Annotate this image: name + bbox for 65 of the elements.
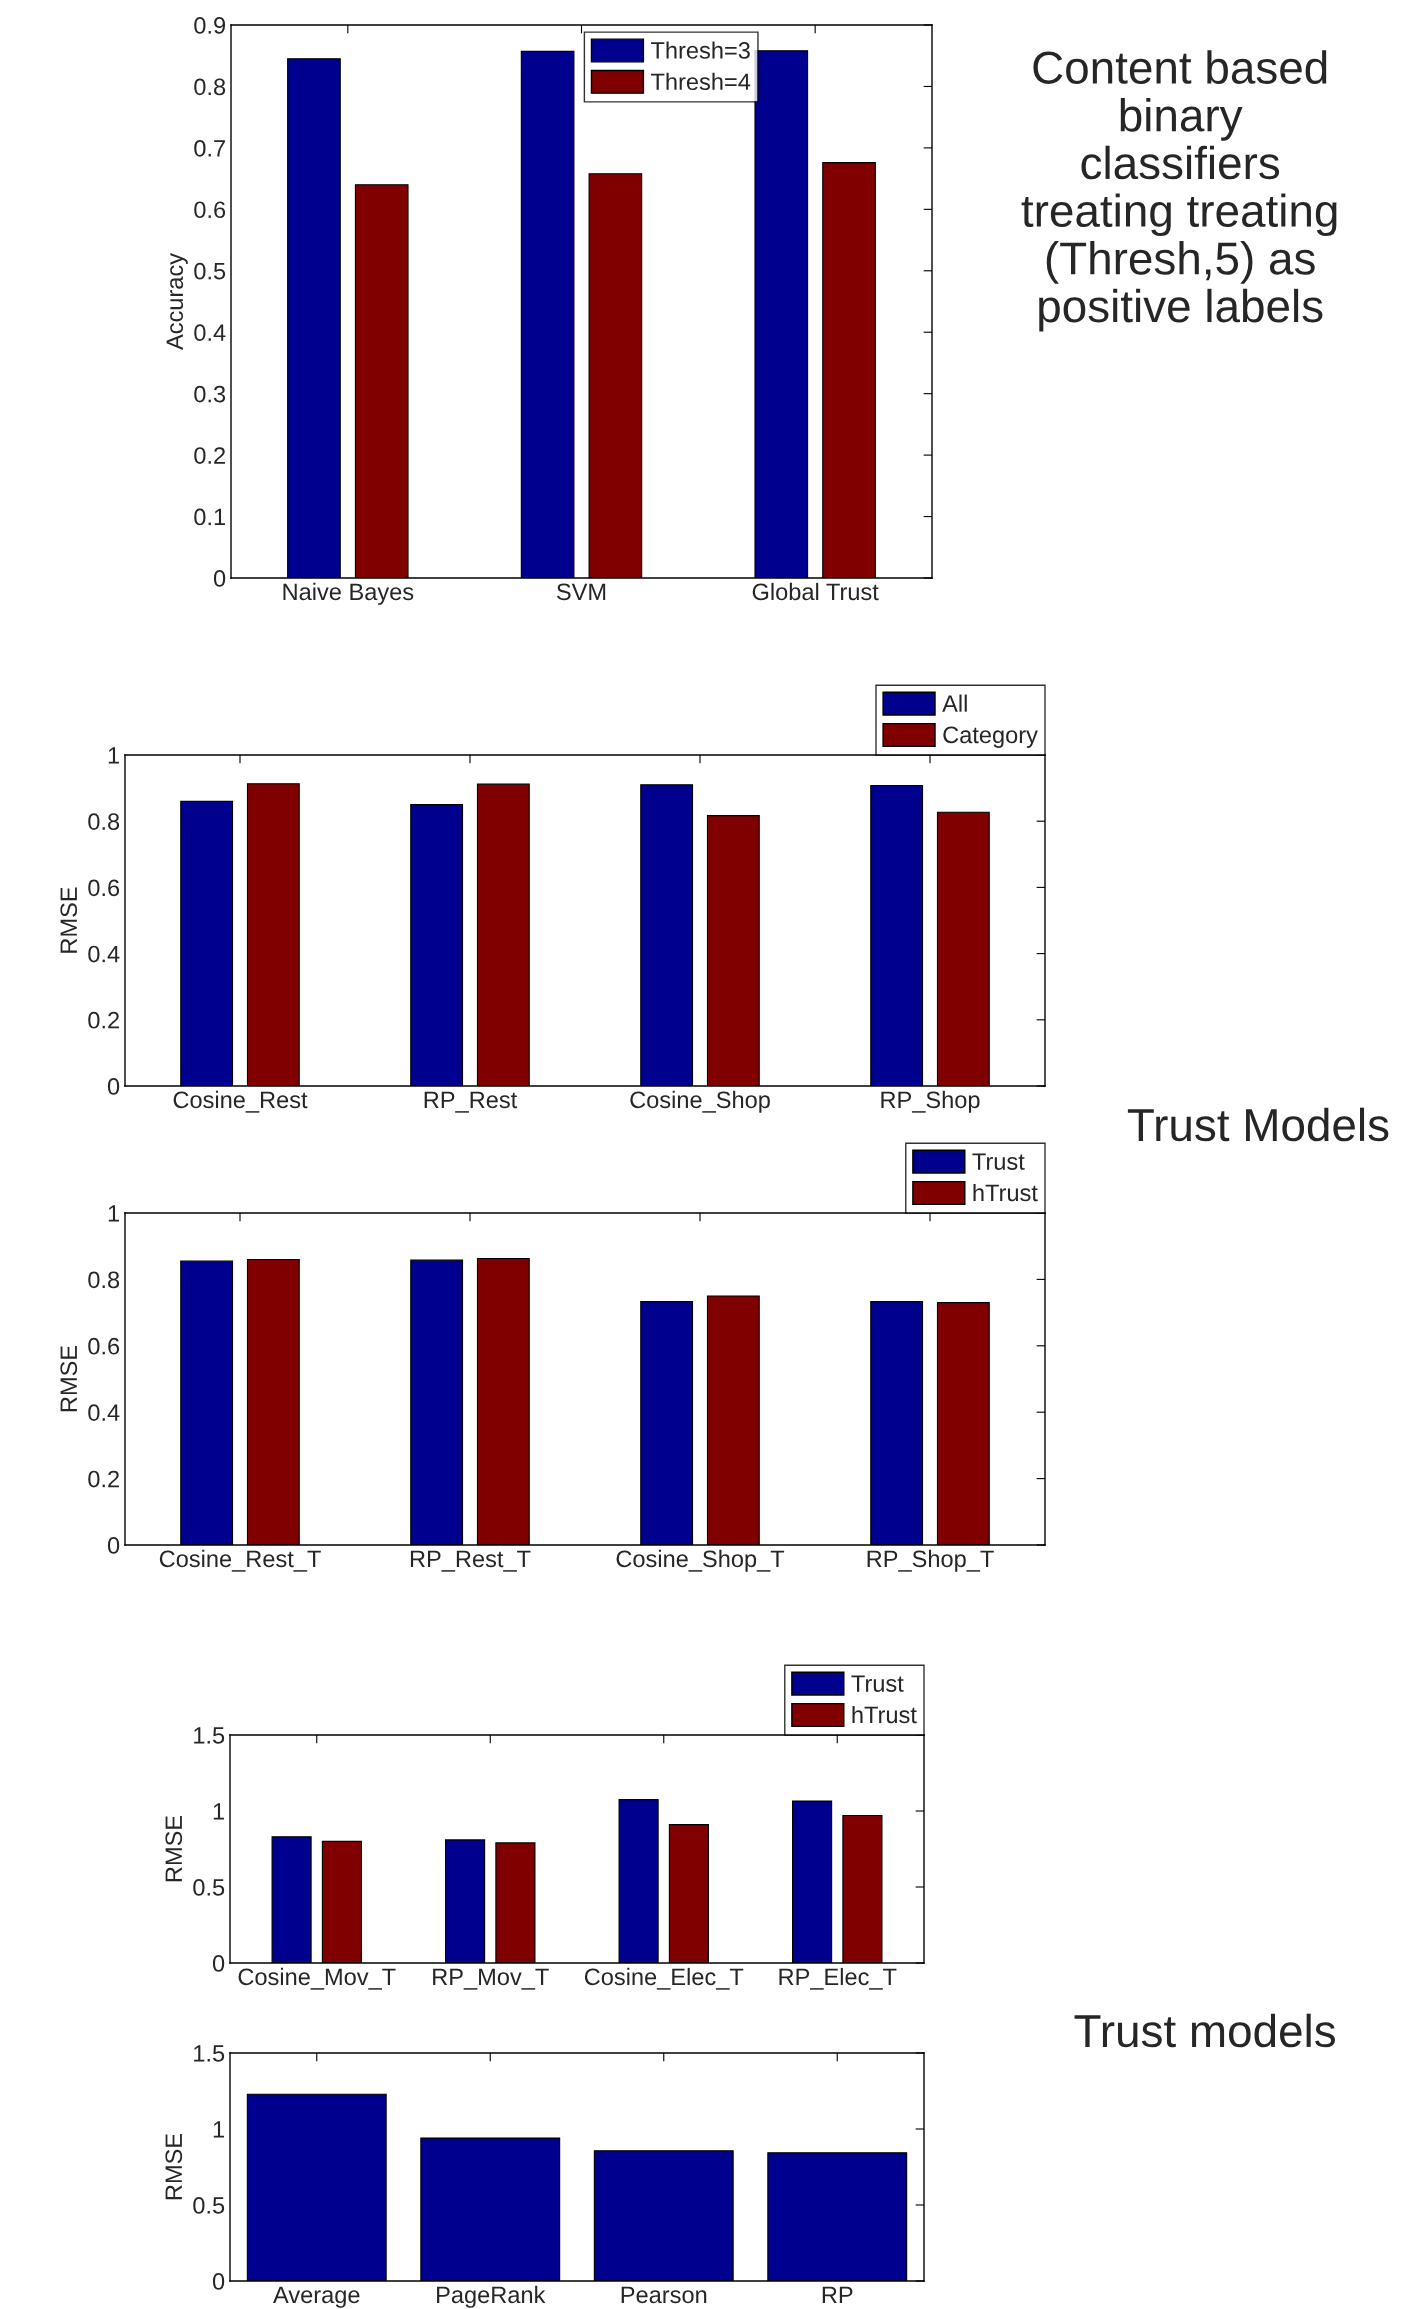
legend-label: Category <box>943 726 1038 748</box>
x-tick-label: Average <box>273 2286 360 2308</box>
text: Trust Models <box>1127 1107 1389 1142</box>
y-tick-label: 1 <box>108 747 119 764</box>
x-tick-label: Cosine_Elec_T <box>584 1967 744 1990</box>
x-tick-label: Cosine_Shop <box>630 1090 770 1113</box>
y-axis-title: RMSE <box>165 2133 183 2200</box>
legend-label: Trust <box>851 1675 904 1692</box>
y-tick-label: 1 <box>213 2121 224 2138</box>
y-axis-title: RMSE <box>60 887 78 953</box>
y-tick-label: 0.2 <box>194 447 225 464</box>
y-tick-label: 0.6 <box>194 201 226 219</box>
y-tick-label: 0.2 <box>88 1011 119 1029</box>
y-tick-label: 0.6 <box>88 879 120 897</box>
y-tick-label: 1 <box>108 1205 119 1222</box>
legend-label: Thresh=3 <box>651 41 750 59</box>
x-tick-label: RP_Mov_T <box>433 1968 549 1990</box>
y-tick-label: 0.9 <box>194 17 226 34</box>
x-tick-label: RP_Shop <box>881 1090 980 1113</box>
x-tick-label: RP <box>822 2286 853 2303</box>
text: Content based binary classifiers treating treating (Thresh,5) as positive labels <box>1021 50 1337 332</box>
y-tick-label: 0.4 <box>194 324 226 342</box>
x-tick-label: RP_Rest <box>424 1091 518 1113</box>
legend-label: Thresh=4 <box>651 72 751 91</box>
x-tick-label: Pearson <box>621 2286 707 2304</box>
x-tick-label: Global Trust <box>752 582 879 601</box>
y-tick-label: 0 <box>212 1955 225 1972</box>
y-tick-label: 0.2 <box>88 1470 119 1488</box>
y-axis-title: RMSE <box>60 1345 78 1412</box>
y-tick-label: 1.5 <box>194 2045 225 2062</box>
y-tick-label: 0.5 <box>193 1879 225 1896</box>
text: Trust models <box>1074 2013 1336 2048</box>
x-tick-label: RP_Rest_T <box>410 1550 531 1572</box>
x-tick-label: Cosine_Rest_T <box>159 1549 321 1572</box>
x-tick-label: RP_Elec_T <box>779 1967 897 1990</box>
y-tick-label: 0.4 <box>88 945 120 963</box>
y-tick-label: 1.5 <box>194 1727 225 1744</box>
y-tick-label: 0 <box>212 2273 225 2290</box>
legend-label: hTrust <box>973 1183 1038 1202</box>
legend-label: Trust <box>972 1153 1025 1170</box>
x-tick-label: Cosine_Shop_T <box>616 1549 785 1572</box>
x-tick-label: Cosine_Mov_T <box>238 1967 396 1990</box>
y-tick-label: 0.4 <box>88 1404 120 1421</box>
y-tick-label: 0.8 <box>194 78 226 96</box>
y-tick-label: 0.6 <box>88 1337 120 1355</box>
y-tick-label: 0.8 <box>88 813 120 830</box>
x-tick-label: PageRank <box>437 2285 546 2308</box>
x-tick-label: SVM <box>556 583 606 601</box>
y-tick-label: 0 <box>107 1537 120 1554</box>
x-tick-label: Cosine_Rest <box>173 1090 308 1113</box>
y-tick-label: 0.1 <box>194 508 225 526</box>
y-tick-label: 0 <box>213 570 226 587</box>
y-tick-label: 0.3 <box>194 385 226 403</box>
y-tick-label: 0.5 <box>194 262 226 280</box>
x-tick-label: Naive Bayes <box>283 582 414 605</box>
y-tick-label: 0 <box>107 1078 120 1095</box>
y-tick-label: 0.8 <box>88 1271 120 1289</box>
legend-label: All <box>942 694 967 712</box>
y-axis-title: Accuracy <box>166 252 188 350</box>
y-tick-label: 1 <box>213 1803 224 1820</box>
y-tick-label: 0.7 <box>194 139 225 157</box>
y-tick-label: 0.5 <box>193 2197 225 2214</box>
y-axis-title: RMSE <box>165 1815 183 1882</box>
legend-label: hTrust <box>852 1705 917 1724</box>
x-tick-label: RP_Shop_T <box>867 1549 994 1572</box>
